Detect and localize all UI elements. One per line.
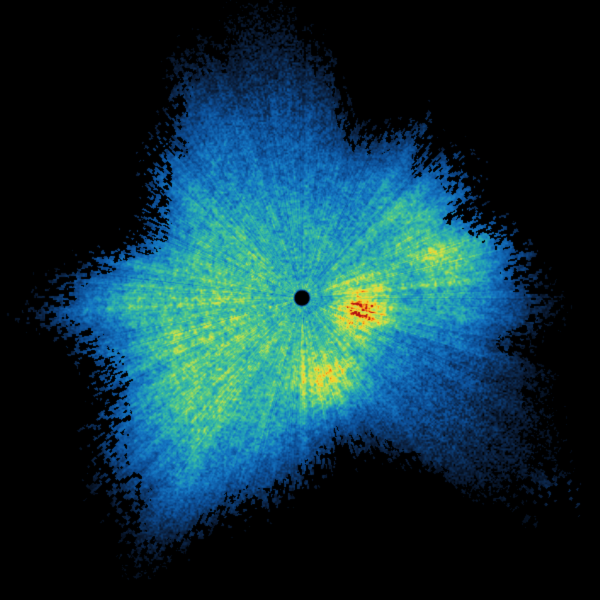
radar-image-viewport: Weather Radar Reflectivity PPI Scan dBZ … — [0, 0, 600, 600]
radar-reflectivity-heatmap — [0, 0, 600, 600]
